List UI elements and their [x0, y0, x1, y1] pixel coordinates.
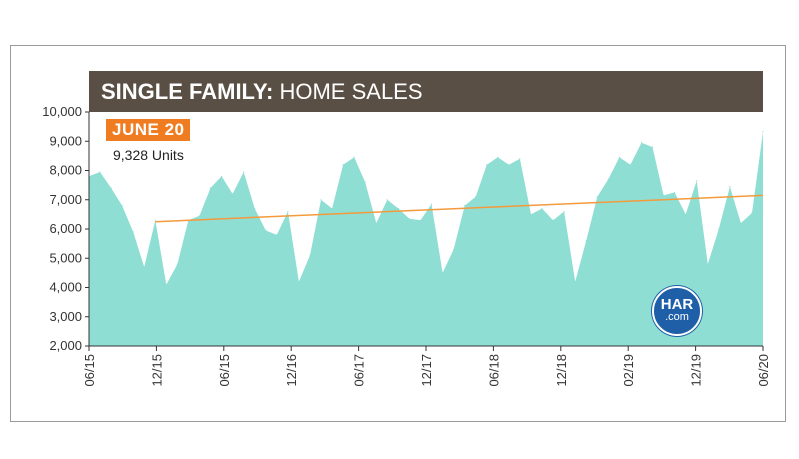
x-tick-label: 12/18	[554, 354, 569, 387]
chart-title-strong: SINGLE FAMILY:	[101, 79, 274, 104]
har-logo: HAR .com	[652, 286, 702, 336]
data-point	[574, 281, 576, 283]
x-tick-label: 12/17	[419, 354, 434, 387]
trend-line	[155, 194, 764, 223]
x-tick-label: 12/15	[149, 354, 164, 387]
data-point	[232, 193, 234, 195]
data-point	[508, 164, 510, 166]
data-point	[99, 171, 101, 173]
data-point	[453, 248, 455, 251]
data-point	[154, 219, 156, 221]
data-point	[132, 231, 134, 233]
data-point	[596, 196, 598, 198]
data-point	[353, 156, 355, 158]
data-point	[618, 156, 621, 158]
data-point	[751, 212, 753, 214]
y-tick-label: 2,000	[49, 338, 82, 353]
data-point	[464, 205, 466, 207]
data-point	[243, 171, 245, 173]
data-point	[663, 194, 665, 196]
data-point	[640, 142, 643, 144]
x-tick-label: 12/19	[689, 354, 704, 387]
data-point	[696, 180, 698, 182]
data-point	[674, 191, 676, 193]
data-point	[287, 210, 289, 213]
data-point	[762, 131, 764, 133]
data-point	[430, 203, 433, 205]
sales-area	[89, 131, 763, 346]
x-tick-label: 12/16	[284, 354, 299, 387]
x-tick-label: 06/20	[756, 354, 771, 387]
y-tick-label: 5,000	[49, 250, 82, 265]
data-point	[442, 272, 444, 274]
data-point	[408, 218, 410, 220]
x-tick-label: 06/15	[82, 354, 97, 387]
data-point	[607, 178, 609, 180]
data-point	[386, 199, 388, 201]
har-logo-text: HAR	[660, 296, 694, 313]
data-point	[176, 263, 178, 265]
x-tick-label: 06/18	[486, 354, 501, 387]
data-point	[563, 210, 565, 213]
data-point	[497, 156, 499, 158]
callout-value: 9,328 Units	[113, 147, 184, 163]
y-tick-label: 9,000	[49, 133, 82, 148]
data-point	[397, 207, 399, 210]
data-point	[707, 263, 709, 265]
data-point	[265, 229, 267, 232]
data-point	[375, 222, 377, 224]
y-tick-label: 8,000	[49, 163, 82, 178]
data-point	[198, 215, 201, 217]
data-point	[209, 187, 212, 189]
data-point	[143, 266, 145, 268]
data-point	[331, 207, 333, 210]
data-point	[309, 254, 311, 256]
har-logo-domain: .com	[665, 311, 689, 323]
data-point	[729, 186, 731, 188]
data-point	[320, 199, 322, 201]
chart-title: SINGLE FAMILY: HOME SALES	[101, 79, 423, 105]
y-tick-label: 7,000	[49, 192, 82, 207]
y-tick-label: 4,000	[49, 280, 82, 295]
data-point	[165, 284, 167, 286]
x-tick-label: 02/19	[621, 354, 636, 387]
title-bar: SINGLE FAMILY: HOME SALES	[89, 71, 763, 112]
data-point	[552, 219, 554, 221]
data-point	[364, 181, 366, 183]
data-point	[419, 219, 422, 221]
data-point	[685, 213, 687, 215]
data-point	[110, 187, 112, 189]
data-point	[629, 164, 632, 166]
data-point	[530, 213, 532, 215]
chart-title-rest: HOME SALES	[279, 79, 423, 104]
data-point	[298, 281, 300, 283]
data-point	[342, 164, 344, 166]
data-point	[541, 207, 543, 210]
y-tick-label: 6,000	[49, 221, 82, 236]
x-tick-label: 06/17	[352, 354, 367, 387]
x-tick-label: 06/15	[217, 354, 232, 387]
data-point	[276, 234, 278, 236]
data-point	[254, 207, 256, 210]
data-point	[519, 158, 521, 160]
data-point	[486, 164, 488, 166]
data-point	[718, 228, 720, 230]
data-point	[221, 175, 223, 177]
data-point	[121, 205, 123, 207]
y-tick-label: 3,000	[49, 309, 82, 324]
y-tick-label: 10,000	[42, 104, 82, 119]
data-point	[651, 146, 654, 148]
data-point	[585, 240, 587, 242]
callout-badge: JUNE 20	[105, 118, 192, 142]
data-point	[740, 222, 742, 224]
data-point	[475, 196, 477, 198]
